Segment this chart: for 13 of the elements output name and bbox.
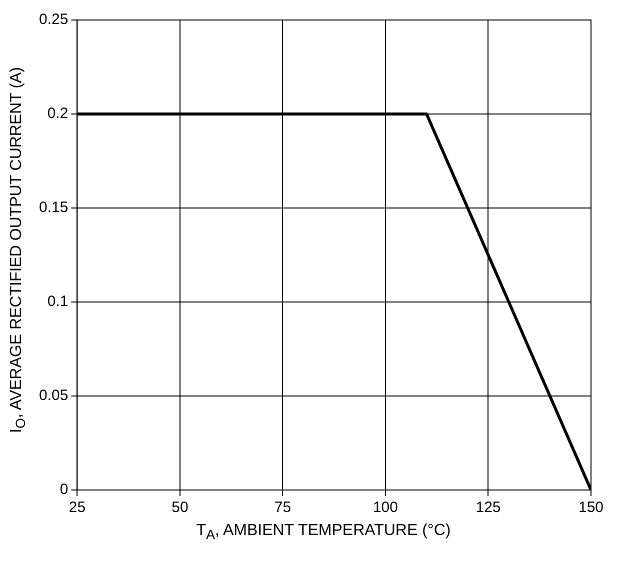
x-tick-label: 75	[274, 499, 292, 516]
y-tick-label: 0.25	[38, 11, 68, 28]
x-tick-label: 125	[476, 499, 501, 516]
y-tick-label: 0.15	[38, 199, 68, 216]
y-tick-label: 0	[60, 481, 68, 498]
x-tick-label: 25	[68, 499, 86, 516]
y-tick-label: 0.2	[47, 105, 68, 122]
x-tick-label: 100	[372, 499, 398, 516]
x-tick-label: 150	[578, 499, 604, 516]
x-tick-label: 50	[172, 499, 188, 516]
y-tick-label: 0.05	[38, 387, 68, 404]
y-tick-label: 0.1	[47, 293, 68, 310]
x-axis-title: T$_{A}$, AMBIENT TEMPERATURE (°C)	[195, 522, 452, 542]
